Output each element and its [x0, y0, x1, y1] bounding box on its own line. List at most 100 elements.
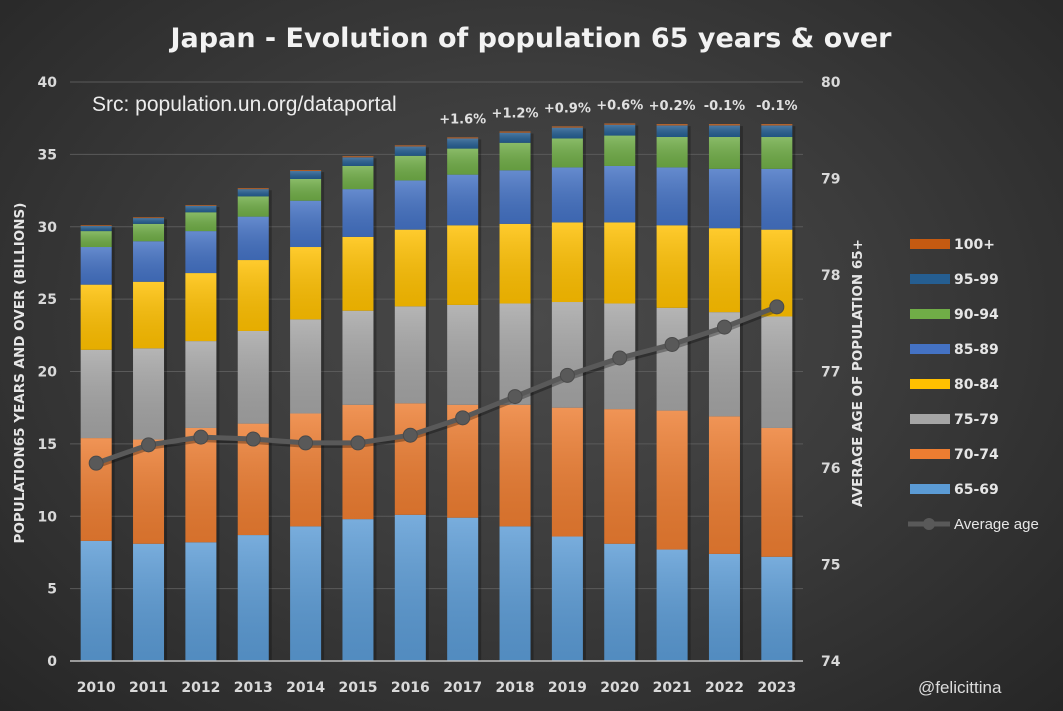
- bar-segment-shade: [551, 536, 583, 661]
- bar-segment-shade: [80, 247, 112, 285]
- bar-segment-shade: [185, 212, 217, 232]
- bar-segment-shade: [290, 170, 322, 172]
- average-age-point: [664, 336, 680, 352]
- bar-segment-shade: [394, 306, 426, 404]
- bar-segment-shade: [394, 403, 426, 515]
- x-tick-label: 2017: [443, 680, 482, 696]
- legend-label: 100+: [954, 237, 995, 253]
- bar-segment-shade: [656, 124, 688, 126]
- bar-segment-shade: [80, 226, 112, 232]
- x-axis-ticks: 2010 2011 2012 2013 2014 2015 2016 2017 2018 2019…: [77, 680, 797, 696]
- bar-segment-shade: [499, 131, 531, 133]
- average-age-point: [612, 350, 628, 366]
- bar-segment-shade: [708, 416, 740, 554]
- average-age-point: [350, 435, 366, 451]
- x-tick-label: 2020: [600, 680, 639, 696]
- bar-segment-shade: [447, 137, 479, 139]
- bar-segment-shade: [342, 404, 374, 520]
- bar-segment-shade: [708, 137, 740, 169]
- bar-stack: [185, 205, 220, 661]
- average-age-point: [559, 367, 575, 383]
- bar-segment-shade: [656, 137, 688, 168]
- bar-stack: [604, 123, 639, 661]
- legend-item: 95-99: [910, 272, 999, 288]
- growth-label: -0.1%: [756, 99, 797, 114]
- bar-segment-shade: [499, 170, 531, 224]
- bar-segment-shade: [394, 155, 426, 181]
- x-tick-label: 2011: [129, 680, 168, 696]
- legend: 100+ 95-99 90-94 85-89 80-84 75-79 70-74 65-69 A…: [908, 237, 1039, 533]
- stacked-bars: [80, 123, 796, 662]
- legend-item: 65-69: [910, 482, 999, 498]
- bar-segment-shade: [656, 125, 688, 138]
- bar-segment-shade: [761, 125, 793, 138]
- bar-segment-shade: [133, 543, 165, 661]
- y-axis-title: POPULATION65 YEARS AND OVER (BILLIONS): [12, 203, 28, 544]
- watermark: @felicittina: [918, 678, 1002, 697]
- bar-segment-shade: [237, 196, 269, 217]
- bar-segment-shade: [604, 124, 636, 136]
- legend-swatch: [910, 344, 950, 354]
- average-age-point: [298, 435, 314, 451]
- bar-segment-shade: [185, 341, 217, 428]
- x-tick-label: 2021: [653, 680, 692, 696]
- bar-segment-shade: [237, 189, 269, 197]
- bar-stack: [708, 124, 743, 661]
- x-tick-label: 2014: [286, 680, 325, 696]
- x-tick-label: 2012: [181, 680, 220, 696]
- legend-label: 75-79: [954, 412, 999, 428]
- bar-segment-shade: [185, 205, 217, 213]
- bar-segment-shade: [499, 132, 531, 143]
- y-tick-label: 10: [38, 509, 58, 525]
- average-age-point: [141, 437, 157, 453]
- bar-segment-shade: [708, 125, 740, 138]
- bar-segment-shade: [80, 231, 112, 248]
- y-tick-label: 40: [38, 75, 58, 91]
- legend-item: 100+: [910, 237, 995, 253]
- growth-label: +0.6%: [596, 99, 643, 114]
- y2-tick-label: 80: [821, 75, 841, 91]
- bar-segment-shade: [290, 413, 322, 527]
- bar-segment-shade: [447, 148, 479, 175]
- y-tick-label: 0: [47, 654, 57, 670]
- y2-tick-label: 76: [821, 461, 840, 477]
- bar-segment-shade: [342, 157, 374, 166]
- average-age-point: [193, 429, 209, 445]
- bar-stack: [761, 124, 796, 661]
- bar-segment-shade: [604, 409, 636, 544]
- legend-swatch: [910, 449, 950, 459]
- bar-segment-shade: [185, 273, 217, 342]
- average-age-point: [769, 299, 785, 315]
- bar-segment-shade: [604, 543, 636, 661]
- bar-segment-shade: [604, 222, 636, 304]
- x-tick-label: 2022: [705, 680, 744, 696]
- bar-segment-shade: [499, 223, 531, 304]
- legend-item: 90-94: [910, 307, 999, 323]
- legend-label: 65-69: [954, 482, 999, 498]
- bar-stack: [237, 188, 272, 661]
- legend-swatch: [910, 239, 950, 249]
- y2-tick-label: 75: [821, 558, 840, 574]
- x-tick-label: 2018: [496, 680, 535, 696]
- bar-stack: [133, 217, 168, 661]
- y2-tick-label: 74: [821, 654, 841, 670]
- bar-segment-shade: [290, 319, 322, 414]
- legend-label: 70-74: [954, 447, 999, 463]
- bar-segment-shade: [551, 222, 583, 303]
- growth-label: +1.6%: [439, 112, 486, 127]
- bar-segment-shade: [394, 180, 426, 230]
- bar-segment-shade: [761, 168, 793, 230]
- x-tick-label: 2016: [391, 680, 430, 696]
- bar-segment-shade: [551, 127, 583, 139]
- growth-label: -0.1%: [704, 99, 745, 114]
- y2-axis-title: AVERAGE AGE OF POPULATION 65+: [850, 239, 866, 507]
- bar-segment-shade: [133, 241, 165, 282]
- chart-title: Japan - Evolution of population 65 years…: [169, 23, 893, 54]
- bar-stack: [394, 145, 429, 661]
- bar-stack: [656, 124, 691, 661]
- bar-segment-shade: [761, 137, 793, 169]
- bar-segment-shade: [185, 542, 217, 661]
- y-axis-ticks: 0 5 10 15 20 25 30 35 40: [38, 75, 58, 670]
- legend-item: 70-74: [910, 447, 999, 463]
